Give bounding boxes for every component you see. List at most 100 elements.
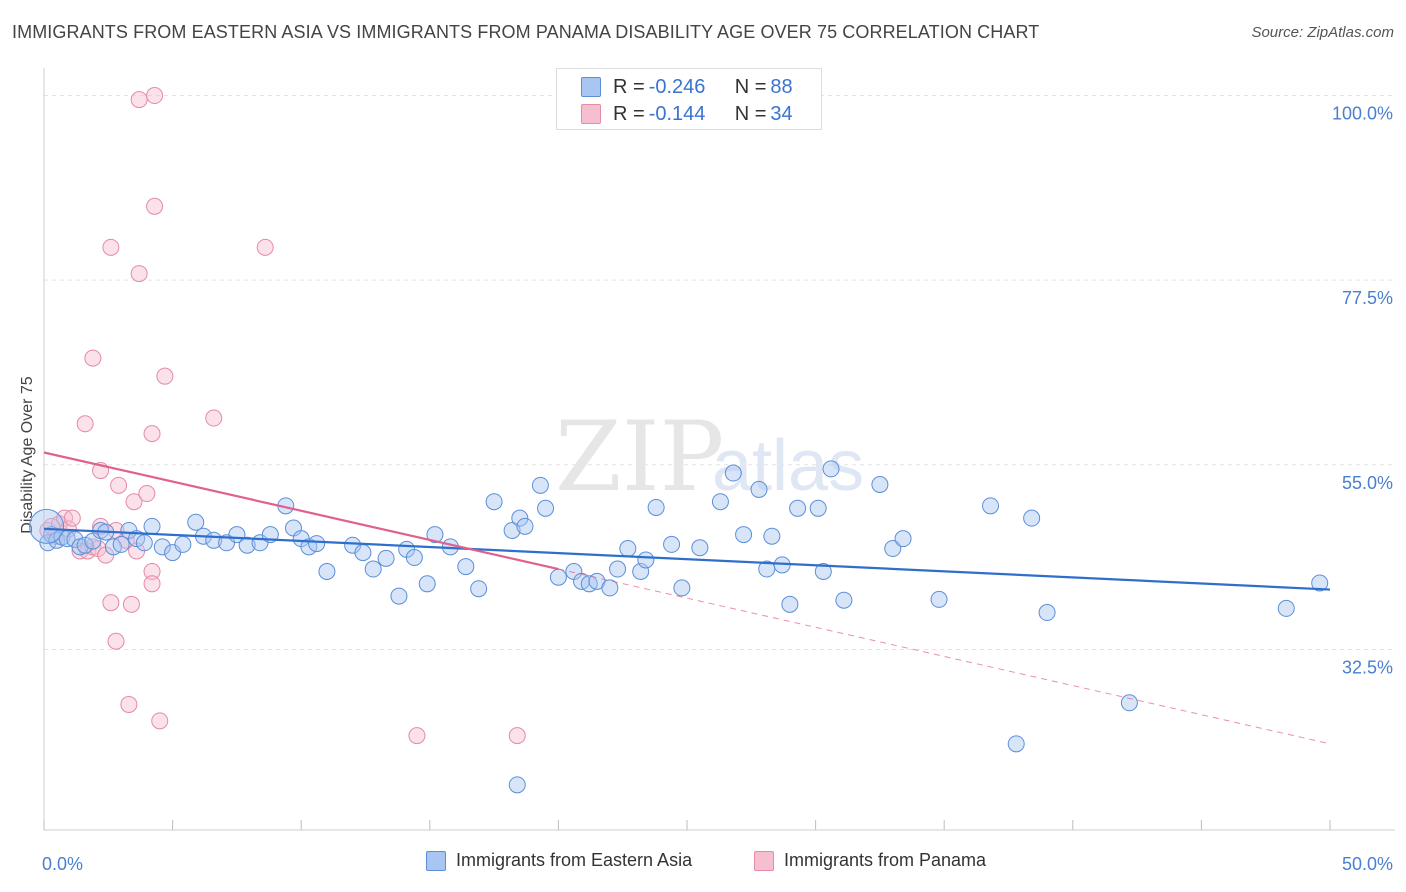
eastern-asia-point <box>377 549 395 567</box>
eastern-asia-point <box>711 493 729 511</box>
legend-r-label: R = <box>613 102 645 125</box>
eastern-asia-point <box>750 480 768 498</box>
trend-lines <box>43 451 1331 745</box>
stats-legend: R = -0.246 N = 88 R = -0.144 N = 34 <box>556 68 822 130</box>
bottom-legend-panama[interactable]: Immigrants from Panama <box>754 850 986 871</box>
eastern-asia-point <box>871 476 889 494</box>
panama-point <box>508 727 526 745</box>
trend-line-panama <box>43 451 559 571</box>
legend-swatch-blue <box>426 850 446 871</box>
eastern-asia-point <box>930 590 948 608</box>
eastern-asia-point <box>1120 694 1138 712</box>
legend-row-panama: R = -0.144 N = 34 <box>581 101 793 127</box>
eastern-asia-point <box>153 538 171 556</box>
eastern-asia-point <box>143 517 161 535</box>
watermark: ZIP atlas <box>555 401 864 513</box>
eastern-asia-point <box>647 498 665 516</box>
legend-n-label: N = <box>734 75 767 98</box>
panama-point <box>256 238 274 256</box>
eastern-asia-point <box>135 534 153 552</box>
eastern-asia-point <box>763 527 781 545</box>
eastern-asia-point-large <box>29 508 65 544</box>
eastern-asia-point <box>318 562 336 580</box>
x-tick-labels: 0.0% 50.0% <box>42 854 1393 874</box>
eastern-asia-point <box>531 476 549 494</box>
eastern-asia-point <box>835 591 853 609</box>
eastern-asia-point <box>238 536 256 554</box>
eastern-asia-point <box>418 575 436 593</box>
bottom-legend-eastern-asia[interactable]: Immigrants from Eastern Asia <box>426 850 692 871</box>
eastern-asia-point <box>549 568 567 586</box>
eastern-asia-point <box>364 560 382 578</box>
panama-point <box>110 476 128 494</box>
panama-point <box>205 409 223 427</box>
eastern-asia-point <box>781 595 799 613</box>
eastern-asia-point <box>1038 604 1056 622</box>
y-tick-label: 55.0% <box>1342 473 1393 493</box>
y-tick-label: 77.5% <box>1342 288 1393 308</box>
legend-swatch-pink <box>754 850 774 871</box>
eastern-asia-point <box>511 509 529 527</box>
y-tick-label: 32.5% <box>1342 657 1393 677</box>
panama-point <box>76 415 94 433</box>
eastern-asia-point <box>637 551 655 569</box>
eastern-asia-point <box>809 499 827 517</box>
eastern-asia-point <box>789 499 807 517</box>
eastern-asia-point <box>426 526 444 544</box>
series-eastern-asia-points <box>29 460 1329 794</box>
y-tick-label: 100.0% <box>1332 104 1393 124</box>
legend-swatch-pink <box>581 104 601 124</box>
panama-point <box>120 695 138 713</box>
legend-swatch-blue <box>581 77 601 97</box>
eastern-asia-point <box>724 464 742 482</box>
eastern-asia-point <box>673 579 691 597</box>
x-tick-max: 50.0% <box>1342 854 1393 874</box>
legend-n-value: 34 <box>770 102 793 125</box>
legend-n-label: N = <box>734 102 767 125</box>
panama-point <box>151 712 169 730</box>
eastern-asia-point <box>691 539 709 557</box>
eastern-asia-point <box>537 499 555 517</box>
eastern-asia-point <box>1277 599 1295 617</box>
panama-point <box>143 425 161 443</box>
eastern-asia-point <box>884 540 902 558</box>
eastern-asia-point <box>405 549 423 567</box>
panama-point <box>102 238 120 256</box>
panama-point <box>146 87 164 105</box>
y-tick-labels: 100.0% 77.5% 55.0% 32.5% <box>1332 104 1393 678</box>
panama-point <box>125 493 143 511</box>
eastern-asia-point <box>663 535 681 553</box>
panama-point <box>143 575 161 593</box>
x-tick-min: 0.0% <box>42 854 83 874</box>
panama-point <box>130 91 148 109</box>
eastern-asia-point <box>187 513 205 531</box>
eastern-asia-point <box>822 460 840 478</box>
panama-point <box>146 197 164 215</box>
eastern-asia-point <box>1023 509 1041 527</box>
eastern-asia-point <box>814 562 832 580</box>
eastern-asia-point <box>112 535 130 553</box>
legend-row-eastern-asia: R = -0.246 N = 88 <box>581 74 793 100</box>
eastern-asia-point <box>735 526 753 544</box>
panama-point <box>143 562 161 580</box>
eastern-asia-point <box>516 517 534 535</box>
eastern-asia-point <box>601 579 619 597</box>
eastern-asia-point <box>354 544 372 562</box>
panama-point <box>408 727 426 745</box>
eastern-asia-point <box>128 530 146 548</box>
eastern-asia-point <box>1007 735 1025 753</box>
eastern-asia-point <box>1311 574 1329 592</box>
trend-line-eastern-asia <box>43 527 1331 591</box>
panama-point <box>63 509 81 527</box>
series-panama-points <box>39 87 526 745</box>
eastern-asia-point <box>470 580 488 598</box>
eastern-asia-point <box>457 558 475 576</box>
source-label: Source: ZipAtlas.com <box>1251 24 1394 41</box>
legend-label: Immigrants from Panama <box>784 850 987 870</box>
eastern-asia-point <box>390 587 408 605</box>
panama-point <box>156 367 174 385</box>
eastern-asia-point <box>76 536 94 554</box>
eastern-asia-point <box>981 497 999 515</box>
eastern-asia-point <box>308 535 326 553</box>
